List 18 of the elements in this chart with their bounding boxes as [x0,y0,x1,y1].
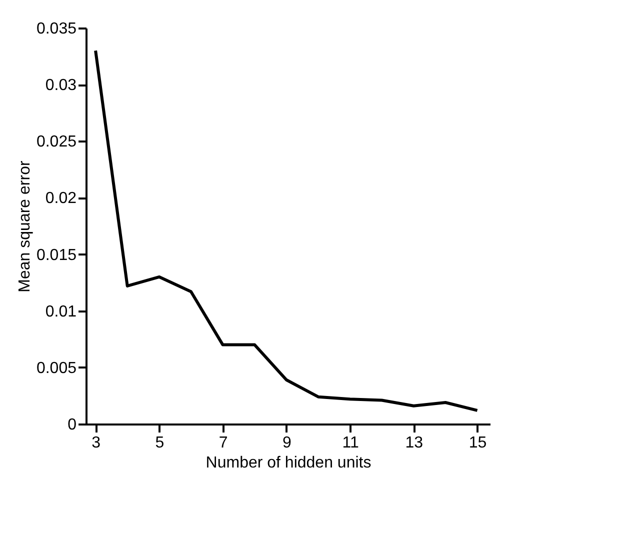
y-tick-label: 0.015 [36,246,77,264]
x-axis-title: Number of hidden units [206,454,372,472]
x-tick-label: 9 [282,434,292,452]
x-tick-label: 15 [468,434,487,452]
x-tick-label: 5 [155,434,164,452]
y-tick-label: 0.03 [45,77,77,94]
y-tick-label: 0.025 [36,134,77,151]
x-tick-label: 3 [92,434,101,452]
y-tick-label: 0.035 [36,20,77,38]
y-tick-label: 0.02 [45,190,77,208]
y-tick-label: 0.01 [45,303,77,320]
x-tick-label: 11 [342,434,359,452]
y-axis-title: Mean square error [16,160,34,292]
x-tick-label: 7 [218,434,228,452]
x-tick-label: 13 [405,434,424,452]
y-tick-label: 0.005 [36,360,77,377]
y-tick-label: 0 [68,416,77,434]
line-series [94,49,479,412]
